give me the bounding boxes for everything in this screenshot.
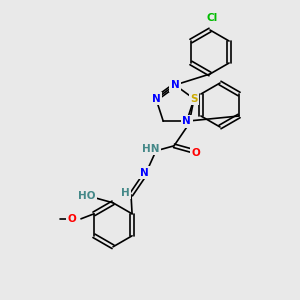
Text: HO: HO <box>78 191 96 201</box>
Text: N: N <box>140 168 148 178</box>
Text: N: N <box>171 80 179 90</box>
Text: N: N <box>152 94 160 104</box>
Text: O: O <box>68 214 76 224</box>
Text: N: N <box>182 116 191 126</box>
Text: S: S <box>190 94 198 104</box>
Text: H: H <box>121 188 129 198</box>
Text: HN: HN <box>142 144 160 154</box>
Text: O: O <box>192 148 200 158</box>
Text: Cl: Cl <box>206 13 218 23</box>
